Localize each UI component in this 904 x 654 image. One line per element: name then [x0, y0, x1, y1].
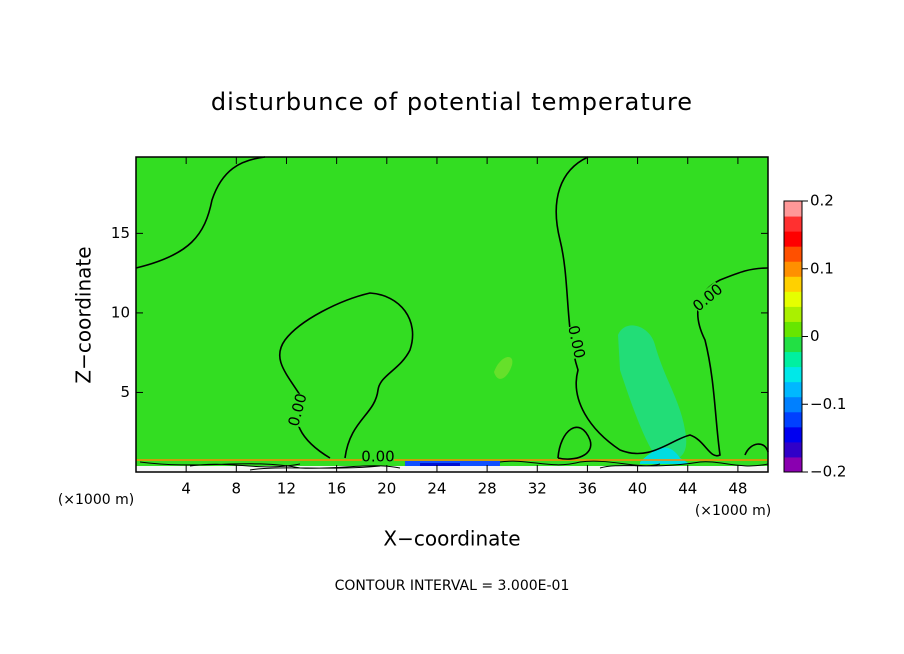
colorbar-box — [784, 396, 802, 413]
x-tick-label: 20 — [377, 480, 396, 498]
colorbar-tick-label: 0.2 — [810, 192, 834, 210]
x-unit-label: (×1000 m) — [58, 492, 134, 508]
colorbar-box — [784, 411, 802, 428]
colorbar-box — [784, 291, 802, 307]
y-tick-label: 10 — [111, 303, 130, 321]
contour-label-bg — [286, 392, 310, 428]
field-region — [494, 356, 513, 379]
contour-label-bg — [362, 449, 394, 465]
contour-line — [744, 443, 769, 456]
colorbar-box — [784, 246, 802, 262]
footnote: CONTOUR INTERVAL = 3.000E-01 — [335, 578, 570, 594]
colorbar-box — [784, 321, 802, 337]
x-tick-label: 48 — [728, 480, 747, 498]
x-tick-label: 24 — [427, 480, 446, 498]
colorbar-box — [784, 456, 802, 473]
colorbar-box — [784, 426, 802, 443]
x-unit-label: (×1000 m) — [695, 503, 771, 519]
contour-label-bg — [564, 324, 588, 360]
x-tick-label: 32 — [528, 480, 547, 498]
chart-title: disturbunce of potential temperature — [211, 88, 693, 116]
x-tick-label: 36 — [578, 480, 597, 498]
y-tick-label: 5 — [120, 383, 130, 401]
contour-line — [139, 460, 769, 471]
field-region — [420, 463, 460, 468]
colorbar-box — [784, 351, 802, 368]
contour-line — [135, 156, 266, 269]
x-axis-label: X−coordinate — [383, 527, 520, 551]
plot-field — [136, 157, 768, 472]
plot-frame — [135, 156, 769, 473]
y-tick-label: 15 — [111, 224, 130, 242]
contour-line — [557, 426, 592, 460]
colorbar-box — [784, 306, 802, 322]
colorbar-tick-label: 0 — [810, 327, 820, 345]
x-tick-label: 16 — [327, 480, 346, 498]
colorbar-tick-label: −0.1 — [810, 395, 846, 413]
colorbar-box — [784, 261, 802, 277]
contour-label: 0.00 — [361, 448, 394, 466]
x-tick-label: 8 — [232, 480, 242, 498]
x-tick-label: 4 — [181, 480, 191, 498]
x-tick-label: 12 — [277, 480, 296, 498]
x-tick-label: 28 — [478, 480, 497, 498]
colorbar-box — [784, 276, 802, 292]
y-axis-label: Z−coordinate — [72, 246, 96, 383]
x-tick-label: 44 — [678, 480, 697, 498]
colorbar-box — [784, 336, 802, 353]
field-region — [136, 466, 768, 472]
x-tick-label: 40 — [628, 480, 647, 498]
colorbar-tick-label: 0.1 — [810, 259, 834, 277]
colorbar-tick-label: −0.2 — [810, 463, 846, 481]
contour-label-bg — [690, 281, 726, 315]
colorbar-box — [784, 366, 802, 383]
colorbar-box — [784, 201, 802, 217]
colorbar-box — [784, 441, 802, 458]
field-region — [618, 325, 687, 462]
colorbar-box — [784, 381, 802, 398]
colorbar-box — [784, 231, 802, 247]
colorbar-box — [784, 216, 802, 232]
